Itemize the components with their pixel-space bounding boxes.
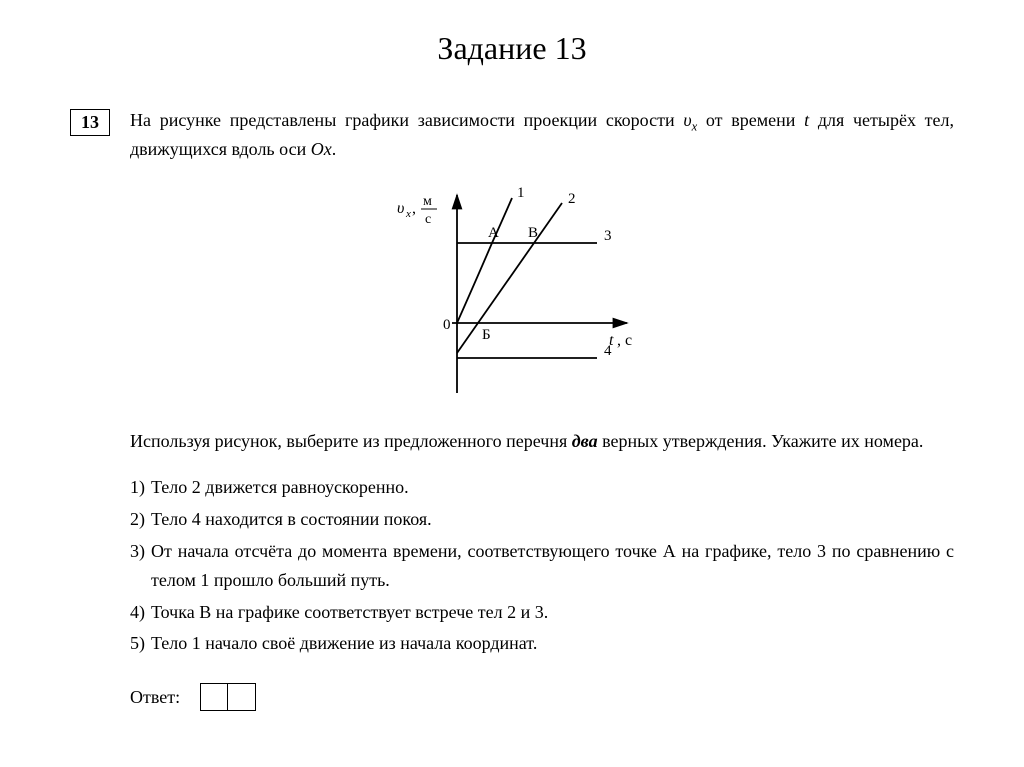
answer-label: Ответ: [130,687,180,708]
var-v: υ [683,110,691,130]
option-num: 1) [130,473,145,502]
answer-row: Ответ: [130,683,954,711]
option-num: 2) [130,505,145,534]
page-title: Задание 13 [70,30,954,67]
instruction-prefix: Используя рисунок, выберите из предложен… [130,431,572,451]
instruction-suffix: верных утверждения. Укажите их номера. [598,431,924,451]
svg-text:υ: υ [397,200,404,217]
answer-box-1[interactable] [200,683,228,711]
option-item-4: 4)Точка В на графике соответствует встре… [130,598,954,627]
problem-number-box: 13 [70,109,110,136]
answer-boxes [200,683,256,711]
svg-text:В: В [528,225,538,241]
svg-text:,: , [412,200,416,217]
var-ox: Ox [311,139,332,159]
option-item-2: 2)Тело 4 находится в состоянии покоя. [130,505,954,534]
svg-text:3: 3 [604,228,612,244]
text-mid: от времени [697,110,804,130]
option-item-3: 3)От начала отсчёта до момента времени, … [130,537,954,595]
option-num: 4) [130,598,145,627]
option-item-5: 5)Тело 1 начало своё движение из начала … [130,629,954,658]
text-end: . [332,139,337,159]
svg-text:м: м [423,194,432,209]
option-num: 3) [130,537,145,595]
option-num: 5) [130,629,145,658]
option-text: Точка В на графике соответствует встрече… [151,598,548,627]
svg-text:0: 0 [443,317,451,333]
text-prefix: На рисунке представлены графики зависимо… [130,110,683,130]
instruction-text: Используя рисунок, выберите из предложен… [130,428,954,455]
option-item-1: 1)Тело 2 движется равноускоренно. [130,473,954,502]
option-text: Тело 2 движется равноускоренно. [151,473,409,502]
svg-text:2: 2 [568,191,576,207]
instruction-emph: два [572,431,598,451]
problem-row: 13 На рисунке представлены графики завис… [70,107,954,163]
svg-text:с: с [425,212,431,227]
answer-box-2[interactable] [228,683,256,711]
option-text: Тело 4 находится в состоянии покоя. [151,505,432,534]
velocity-time-chart: 0υx,мсt, cАВБ1234 [382,183,642,403]
svg-text:Б: Б [482,327,491,343]
problem-text: На рисунке представлены графики зависимо… [130,107,954,163]
chart-container: 0υx,мсt, cАВБ1234 [70,183,954,403]
svg-text:1: 1 [517,185,525,201]
svg-text:, c: , c [617,332,632,349]
option-text: От начала отсчёта до момента времени, со… [151,537,954,595]
svg-text:А: А [488,225,499,241]
svg-text:4: 4 [604,343,612,359]
options-list: 1)Тело 2 движется равноускоренно.2)Тело … [130,473,954,658]
svg-text:x: x [405,208,411,220]
option-text: Тело 1 начало своё движение из начала ко… [151,629,537,658]
